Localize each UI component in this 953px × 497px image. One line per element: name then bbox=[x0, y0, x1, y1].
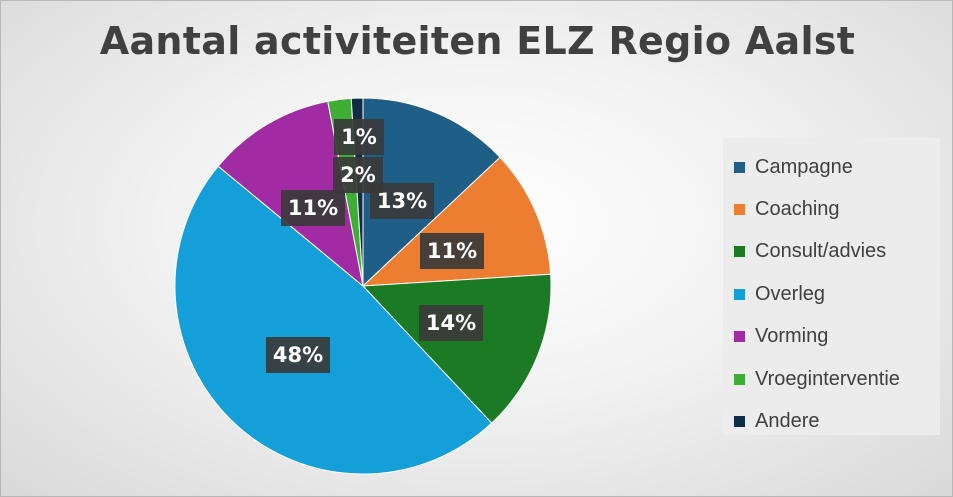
legend-item: Overleg bbox=[723, 273, 940, 315]
data-label-text: 13% bbox=[377, 189, 427, 213]
legend-swatch bbox=[734, 204, 745, 216]
data-label-vorming: 11% bbox=[281, 190, 345, 226]
legend-swatch bbox=[734, 161, 745, 173]
legend-item: Vorming bbox=[723, 316, 940, 358]
legend: Campagne Coaching Consult/advies Overleg Vor… bbox=[723, 138, 940, 435]
legend-label: Overleg bbox=[755, 282, 826, 305]
data-label-campagne: 13% bbox=[370, 183, 434, 219]
data-label-text: 48% bbox=[273, 343, 323, 367]
legend-swatch bbox=[734, 288, 745, 300]
legend-label: Vroeginterventie bbox=[755, 367, 900, 390]
legend-swatch bbox=[734, 246, 745, 258]
data-label-consult-advies: 14% bbox=[419, 305, 483, 341]
data-label-text: 2% bbox=[340, 163, 376, 187]
legend-item: Campagne bbox=[723, 146, 940, 188]
pie-slice-overleg bbox=[174, 165, 493, 475]
data-label-overleg: 48% bbox=[266, 337, 330, 373]
data-label-text: 11% bbox=[288, 196, 338, 220]
pie-slice-consult-advies bbox=[361, 273, 552, 424]
data-label-text: 14% bbox=[426, 311, 476, 335]
legend-swatch bbox=[734, 331, 745, 343]
data-label-coaching: 11% bbox=[420, 233, 484, 269]
legend-label: Andere bbox=[755, 410, 820, 433]
legend-label: Coaching bbox=[755, 198, 840, 221]
legend-item: Vroeginterventie bbox=[723, 358, 940, 400]
legend-item: Consult/advies bbox=[723, 231, 940, 273]
legend-item: Coaching bbox=[723, 188, 940, 230]
legend-item: Andere bbox=[723, 400, 940, 442]
data-label-text: 11% bbox=[427, 239, 477, 263]
pie-slice-coaching bbox=[361, 156, 552, 287]
legend-swatch bbox=[734, 416, 745, 428]
legend-label: Vorming bbox=[755, 325, 829, 348]
legend-label: Consult/advies bbox=[755, 240, 887, 263]
legend-swatch bbox=[734, 373, 745, 385]
data-label-vroeginterventie: 2% bbox=[333, 157, 383, 193]
legend-label: Campagne bbox=[755, 155, 853, 178]
data-label-andere: 1% bbox=[334, 119, 384, 155]
data-label-text: 1% bbox=[341, 125, 377, 149]
chart-title: Aantal activiteiten ELZ Regio Aalst bbox=[99, 19, 856, 63]
